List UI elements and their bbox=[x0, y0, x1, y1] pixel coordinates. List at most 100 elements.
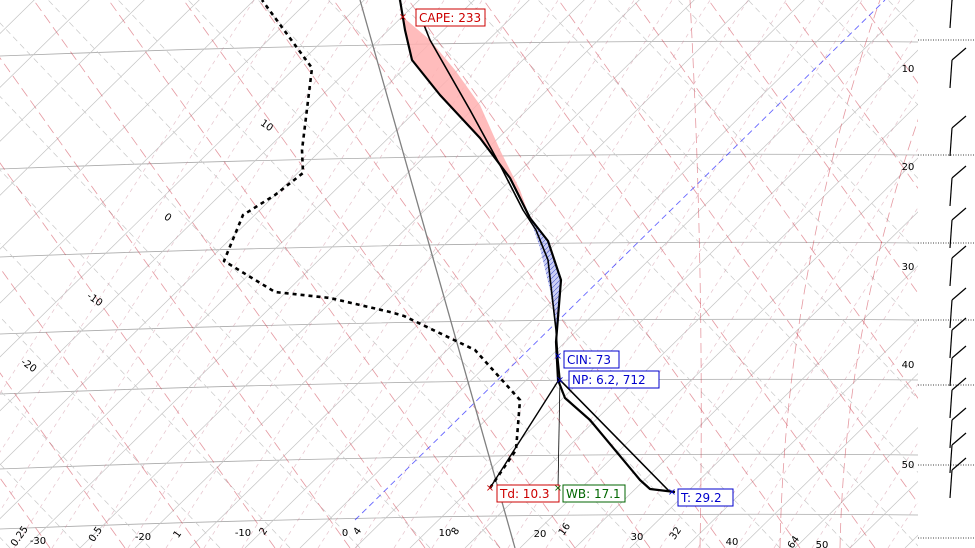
isotherm-line bbox=[0, 0, 90, 88]
isotherm-line bbox=[464, 103, 918, 548]
wind-barb-flag bbox=[951, 207, 967, 221]
wind-barb bbox=[949, 207, 967, 249]
isobar-line bbox=[0, 513, 918, 530]
moist-adiabat-line bbox=[333, 0, 726, 548]
isotherm-line bbox=[960, 0, 975, 548]
annotations: × CAPE: 233 × CIN: 73 × NP: 6.2, 712 × Td: 10.3… bbox=[399, 8, 734, 507]
mixing-ratio-line bbox=[203, 0, 559, 548]
wetbulb-line bbox=[557, 377, 561, 489]
wind-barb-flag bbox=[951, 345, 967, 359]
mixing-ratio-line bbox=[0, 0, 293, 453]
moist-adiabat-curve bbox=[839, 118, 918, 548]
wind-barb-staff bbox=[949, 299, 953, 329]
bottom-axis-label: 40 bbox=[726, 537, 739, 548]
reference-line bbox=[359, 0, 516, 548]
mixing-ratio-line bbox=[621, 89, 918, 548]
wind-barb-flag bbox=[951, 47, 967, 61]
bottom-axis-label: 30 bbox=[631, 532, 644, 543]
annotation-label: CAPE: 233 bbox=[419, 11, 481, 25]
annotation-label: Td: 10.3 bbox=[499, 487, 550, 501]
parcel-reference-line bbox=[354, 0, 886, 521]
annotation-label: NP: 6.2, 712 bbox=[572, 373, 646, 387]
height-label: 20 bbox=[902, 162, 915, 173]
height-label: 10 bbox=[902, 64, 915, 75]
isotherm-line bbox=[0, 0, 145, 142]
mixing-ratio-line bbox=[659, 148, 918, 548]
wind-barb-staff bbox=[949, 419, 953, 449]
mixing-ratio-label: 1 bbox=[172, 529, 185, 541]
mixing-ratio-label: 64 bbox=[786, 534, 802, 548]
isotherm-line bbox=[189, 0, 750, 548]
bottom-axis-label: -20 bbox=[135, 532, 151, 543]
moist-adiabat-line bbox=[483, 0, 876, 548]
cape-area bbox=[403, 17, 530, 218]
wind-barb-flag bbox=[951, 377, 967, 391]
isotherm-line bbox=[629, 265, 918, 548]
mixing-ratio-line bbox=[697, 206, 918, 548]
annotation: × NP: 6.2, 712 bbox=[556, 370, 660, 389]
wind-barbs bbox=[918, 0, 975, 539]
profile-lines bbox=[222, 0, 676, 494]
wind-barb-flag bbox=[951, 165, 967, 179]
annotation: × T: 29.2 bbox=[668, 487, 734, 507]
mixing-ratio-label: 16 bbox=[557, 521, 573, 538]
dry-adiabat-line bbox=[537, 0, 918, 400]
mixing-ratio-label: 4 bbox=[352, 526, 365, 538]
dry-adiabat-line bbox=[0, 22, 501, 548]
isotherm-line bbox=[0, 0, 310, 304]
isotherm-line bbox=[794, 426, 918, 548]
isotherm-label: 0 bbox=[162, 212, 174, 225]
wind-barb-flag bbox=[951, 115, 967, 129]
annotation-marker: × bbox=[399, 12, 407, 23]
isobar-line bbox=[0, 40, 918, 57]
dry-adiabat-line bbox=[0, 242, 291, 548]
moist-adiabat-line bbox=[558, 0, 918, 504]
bottom-axis-label: 50 bbox=[816, 540, 829, 548]
mixing-ratio-label: 0.5 bbox=[87, 525, 105, 544]
moist-adiabat-line bbox=[905, 0, 975, 548]
annotation-marker: × bbox=[554, 483, 562, 494]
isotherm-label: -10 bbox=[85, 291, 105, 309]
wind-barb bbox=[949, 377, 967, 419]
annotation: × CIN: 73 bbox=[554, 350, 620, 369]
mixing-ratio-label: 2 bbox=[258, 526, 271, 538]
isobar-line bbox=[0, 318, 918, 335]
height-label: 50 bbox=[902, 460, 915, 471]
parcel-dew-line bbox=[489, 377, 561, 489]
wind-barb bbox=[949, 407, 967, 449]
bottom-axis-label: 20 bbox=[534, 529, 547, 540]
annotation-marker: × bbox=[486, 483, 494, 494]
moist-adiabat-line bbox=[708, 0, 918, 294]
annotation: × CAPE: 233 bbox=[399, 8, 486, 27]
mixing-ratio-line bbox=[773, 324, 918, 548]
annotation-box bbox=[563, 350, 620, 369]
isotherm-line bbox=[0, 0, 35, 34]
dry-adiabat-line bbox=[0, 463, 81, 548]
wind-barb-staff bbox=[949, 177, 953, 207]
wind-barb-staff bbox=[949, 257, 953, 287]
isotherm-line bbox=[0, 0, 530, 520]
moist-adiabat-line bbox=[0, 267, 201, 548]
isotherm-line bbox=[0, 0, 255, 250]
bottom-axis-label: 10 bbox=[439, 528, 452, 539]
wind-barb bbox=[949, 165, 967, 207]
isobar-line bbox=[0, 453, 918, 470]
moist-adiabat-line bbox=[0, 372, 126, 548]
isotherm-line bbox=[299, 0, 860, 548]
wind-barb-staff bbox=[949, 389, 953, 419]
wind-barb bbox=[949, 0, 953, 29]
annotation-marker: × bbox=[556, 375, 564, 386]
wind-barb-staff bbox=[949, 357, 953, 387]
bottom-axis-label: -30 bbox=[30, 536, 46, 547]
wind-barb bbox=[949, 345, 967, 387]
isotherm-line bbox=[0, 0, 420, 412]
moist-adiabat-line bbox=[633, 0, 918, 399]
annotation: × Td: 10.3 bbox=[486, 483, 560, 503]
dry-adiabat-line bbox=[0, 316, 221, 548]
wind-barb-staff bbox=[949, 59, 953, 89]
wind-barb-flag bbox=[951, 457, 967, 471]
dewpoint-profile bbox=[222, 0, 522, 489]
mixing-ratio-label: 8 bbox=[450, 526, 463, 538]
wind-barb-staff bbox=[949, 329, 953, 359]
